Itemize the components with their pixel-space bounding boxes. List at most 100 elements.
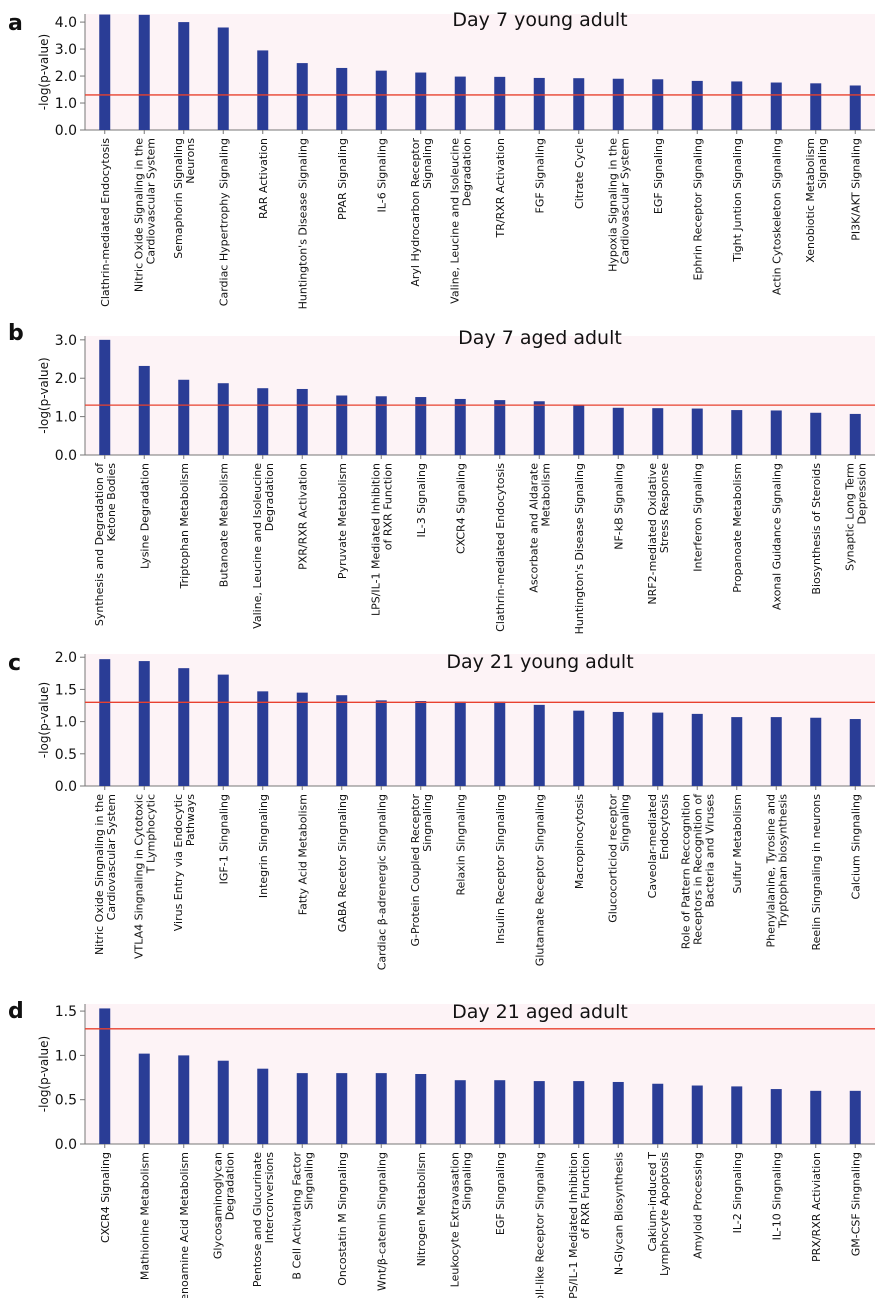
x-tick-label-line: PI3K/AKT Signaling xyxy=(849,138,862,241)
x-tick-label-line: IL-6 Signaling xyxy=(375,138,388,212)
x-tick-label: Selenoamine Acid Metabolism xyxy=(178,1152,191,1298)
bar xyxy=(652,79,664,130)
x-tick-label-line: Glucocorticiod receptor xyxy=(606,794,619,923)
x-tick-label: GM-CSF Singnaling xyxy=(849,1152,862,1256)
x-tick-label: Nitric Oxide Singnaling in the Cardiovasc… xyxy=(93,794,118,955)
bar xyxy=(652,712,664,786)
plot-area xyxy=(85,654,875,786)
bar xyxy=(217,1060,229,1144)
bar xyxy=(415,701,427,786)
x-tick-label-line: Interconversions xyxy=(263,1152,276,1244)
bar xyxy=(336,695,348,786)
x-tick-label-line: Citrate Cycle xyxy=(573,138,586,209)
x-tick-label-line: Hypoxia Signaling in the xyxy=(606,138,619,272)
bar xyxy=(99,659,111,786)
x-tick-label-line: NRF2-mediated Oxidative xyxy=(646,463,659,605)
x-tick-label: Wnt/β-catenin Singnaling xyxy=(375,1152,388,1291)
plot-area xyxy=(85,14,875,130)
bar xyxy=(731,717,743,786)
x-tick-label-line: Pentose and Glucurinate xyxy=(251,1152,264,1287)
y-tick-label: 0.0 xyxy=(55,779,77,795)
bar xyxy=(336,395,348,455)
x-tick-label: B Cell Activating Factor Singnaling xyxy=(290,1152,315,1280)
x-tick-label-line: Relaxin Singnaling xyxy=(454,794,467,896)
x-tick-label: IL-3 Signaling xyxy=(415,463,428,537)
bar xyxy=(573,1081,585,1144)
bar xyxy=(375,70,387,130)
x-tick-label: IL-10 Singnaling xyxy=(770,1152,783,1240)
x-tick-label-line: Axonal Guidance Signaling xyxy=(770,463,783,610)
x-tick-label: Macropinocytosis xyxy=(573,794,586,889)
x-tick-label-line: Receptors in Recognition of xyxy=(691,793,704,945)
x-tick-label: Axonal Guidance Signaling xyxy=(770,463,783,610)
y-tick-label: 0.5 xyxy=(55,747,77,763)
x-tick-label-line: Selenoamine Acid Metabolism xyxy=(178,1152,191,1298)
x-tick-label-line: Pathways xyxy=(184,794,197,846)
x-tick-label-line: IL-3 Signaling xyxy=(415,463,428,537)
x-tick-label-line: Mathionine Metabolism xyxy=(138,1152,151,1280)
bar xyxy=(810,1090,822,1144)
x-tick-label-line: Amyloid Processing xyxy=(691,1152,704,1259)
bar xyxy=(257,388,269,455)
x-tick-label: Hypoxia Signaling in the Cardiovascular S… xyxy=(606,138,631,272)
x-tick-label-line: Interferon Signaling xyxy=(691,463,704,572)
x-tick-label-line: Huntington's Disease Signaling xyxy=(573,463,586,634)
x-tick-label-line: Lysine Degradation xyxy=(138,463,151,569)
bar xyxy=(494,1080,506,1144)
x-tick-label: PRX/RXR Activiation xyxy=(810,1152,823,1262)
x-tick-label: Leukocyte Extravasation Singnaling xyxy=(448,1152,473,1287)
bar xyxy=(770,717,782,786)
y-tick-label: 0.0 xyxy=(55,1137,77,1153)
y-tick-label: 3.0 xyxy=(55,42,77,58)
x-tick-label: Integrin Singnaling xyxy=(257,794,270,898)
bar xyxy=(454,701,466,786)
x-tick-label-line: Degradation xyxy=(263,463,276,531)
bar xyxy=(178,1055,190,1144)
x-tick-label: Citrate Cycle xyxy=(573,138,586,209)
y-tick-label: 0.5 xyxy=(55,1093,77,1109)
x-tick-label-line: PPAR Signaling xyxy=(336,138,349,220)
x-tick-label: Clathrin-mediated Endocytosis xyxy=(494,463,507,632)
x-tick-label-line: of RXR Function xyxy=(381,463,394,550)
y-axis-label: -log(p-value) xyxy=(37,682,51,758)
x-tick-label: Mathionine Metabolism xyxy=(138,1152,151,1280)
x-tick-label-line: Actin Cytoskeleton Signaling xyxy=(770,138,783,295)
x-tick-label-line: Propanoate Metabolism xyxy=(731,463,744,593)
x-tick-label-line: Leukocyte Extravasation xyxy=(448,1152,461,1287)
x-tick-label: Calcium Singnaling xyxy=(849,794,862,900)
x-tick-label-line: Virus Entry via Endocytic xyxy=(172,794,185,931)
bar xyxy=(454,398,466,455)
bar xyxy=(533,401,545,455)
x-tick-label-line: of RXR Function xyxy=(579,1152,592,1239)
x-tick-label-line: RAR Activation xyxy=(257,138,270,219)
x-tick-label: Aryl Hydrocarbon Receptor Signaling xyxy=(409,138,434,287)
x-tick-label: Role of Pattern Reccognition Receptors in… xyxy=(679,793,716,949)
bar xyxy=(612,78,624,130)
x-tick-label: Virus Entry via Endocytic Pathways xyxy=(172,794,197,932)
x-tick-label-line: Cardiovascular System xyxy=(105,794,118,920)
x-tick-label: Propanoate Metabolism xyxy=(731,463,744,593)
bar xyxy=(731,410,743,455)
x-tick-label-line: Xenobiotic Metabolism xyxy=(804,138,817,263)
x-tick-label-line: Cardiovascular System xyxy=(144,138,157,264)
panel-letter: b xyxy=(8,322,24,346)
x-tick-label-line: B Cell Activating Factor xyxy=(290,1152,303,1280)
bar xyxy=(573,710,585,786)
x-tick-label-line: G-Protein Coupled Receptor xyxy=(409,794,422,947)
chart-title: Day 7 young adult xyxy=(452,9,627,31)
bar xyxy=(849,413,861,455)
bar xyxy=(296,1073,308,1144)
x-tick-label-line: Pyruvate Metabolism xyxy=(336,463,349,579)
x-tick-label-line: Bacteria and Viruses xyxy=(703,794,716,908)
chart-title: Day 21 aged adult xyxy=(452,1001,628,1023)
x-tick-label: Glycosaminoglycan Degradation xyxy=(211,1152,236,1259)
x-tick-label-line: Cardiovascular System xyxy=(618,138,631,264)
chart-panel-c: c Day 21 young adult -log(p-value) 0.0 0.5 1.… xyxy=(8,650,875,970)
bar xyxy=(336,1073,348,1144)
bar xyxy=(533,704,545,786)
bar xyxy=(178,379,190,455)
bar xyxy=(849,85,861,130)
bar xyxy=(138,661,150,786)
x-tick-label-line: Singnaling xyxy=(460,1152,473,1210)
x-tick-label: Clathrin-mediated Endocytosis xyxy=(99,138,112,307)
